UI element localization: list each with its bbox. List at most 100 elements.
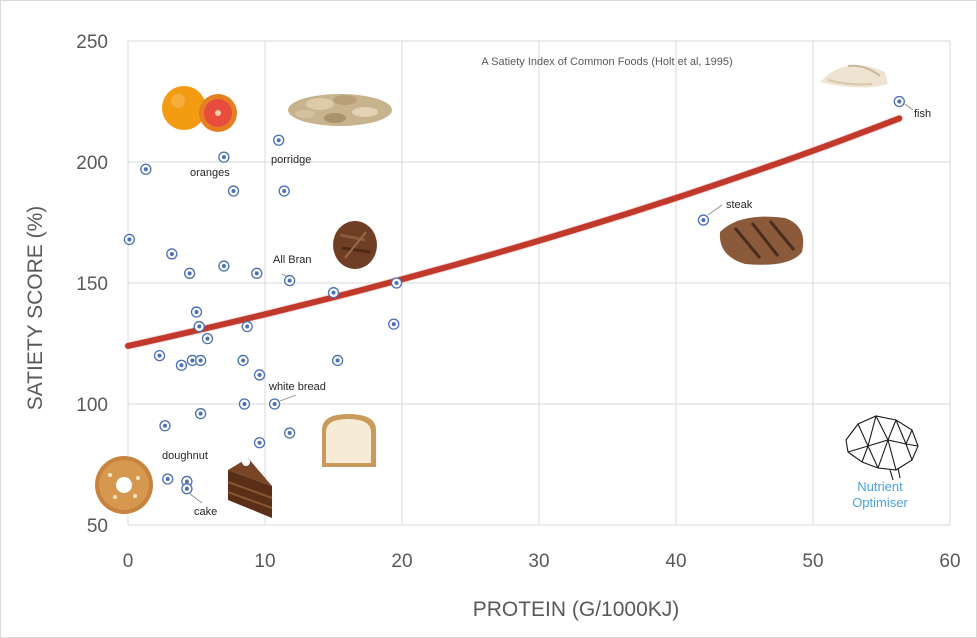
y-axis-title: SATIETY SCORE (%): [24, 206, 47, 411]
data-point: [175, 359, 188, 371]
all-bran-label: All Bran: [273, 254, 312, 266]
data-points: [123, 95, 905, 495]
axis-ticks: 0 10 20 30 40 50 60 50 100 150 200 250: [76, 32, 960, 572]
data-point: [268, 398, 281, 410]
data-point-inner: [169, 251, 174, 256]
data-point-inner: [272, 402, 277, 406]
data-point-inner: [197, 324, 202, 329]
data-point: [893, 95, 905, 108]
data-point: [218, 260, 230, 272]
data-point-inner: [184, 479, 189, 484]
data-point: [140, 163, 152, 175]
trendline-path: [125, 115, 903, 349]
data-point-inner: [221, 264, 226, 269]
data-point-inner: [184, 486, 189, 491]
data-point-inner: [221, 155, 226, 160]
data-point: [253, 437, 266, 449]
data-point: [159, 420, 171, 432]
data-point-inner: [190, 358, 195, 363]
steak-image: [719, 216, 804, 265]
data-point-inner: [276, 138, 281, 143]
bran-image: [333, 221, 377, 269]
data-point: [241, 320, 253, 333]
data-point: [278, 185, 290, 197]
data-point: [284, 427, 296, 439]
white-bread-label: white bread: [268, 381, 326, 393]
data-point: [181, 483, 193, 495]
brand-line-1: Nutrient: [857, 479, 903, 494]
data-point-inner: [394, 281, 399, 285]
data-point-inner: [897, 99, 902, 104]
data-point: [237, 354, 249, 367]
data-point: [218, 151, 230, 163]
data-point: [201, 333, 214, 345]
data-point: [166, 248, 178, 260]
data-point-inner: [287, 431, 292, 436]
food-images: [95, 64, 888, 518]
data-point: [238, 398, 251, 410]
data-point-inner: [187, 271, 192, 276]
data-point: [390, 277, 403, 289]
chart-title: A Satiety Index of Common Foods (Holt et…: [481, 56, 732, 68]
data-point-inner: [231, 189, 236, 194]
data-point-inner: [701, 218, 706, 223]
data-point-inner: [194, 310, 199, 315]
data-point-inner: [245, 324, 250, 329]
data-point-inner: [143, 167, 148, 172]
data-point: [227, 185, 240, 197]
doughnut-image: [95, 456, 153, 514]
y-tick-label: 250: [76, 32, 108, 53]
x-tick-label: 50: [802, 551, 823, 572]
x-axis-title: PROTEIN (G/1000KJ): [473, 598, 680, 621]
nutrient-optimiser-logo: Nutrient Optimiser: [845, 415, 919, 510]
brain-network-icon: [845, 415, 919, 481]
data-point: [273, 134, 285, 146]
data-point: [123, 233, 136, 246]
y-tick-label: 200: [76, 153, 108, 174]
data-point-inner: [165, 477, 170, 482]
data-point-inner: [205, 336, 210, 341]
porridge-image: [288, 94, 392, 126]
data-point: [697, 214, 710, 226]
y-tick-label: 150: [76, 274, 108, 295]
y-tick-label: 100: [76, 395, 108, 416]
data-point-inner: [241, 358, 246, 363]
data-point-inner: [257, 440, 262, 445]
data-point-inner: [242, 402, 247, 406]
data-point-inner: [198, 358, 203, 363]
data-point: [194, 408, 207, 420]
data-point: [327, 287, 340, 299]
x-tick-label: 20: [391, 551, 412, 572]
data-point: [331, 354, 344, 367]
data-point-inner: [282, 189, 287, 194]
data-point: [251, 267, 263, 279]
data-point: [284, 274, 296, 287]
steak-label: steak: [726, 199, 753, 211]
data-point: [193, 320, 205, 333]
data-point: [153, 349, 166, 362]
fish-image: [820, 64, 888, 88]
data-point: [194, 354, 207, 367]
grid-lines: [127, 40, 951, 526]
chocolate-cake-image: [227, 458, 273, 518]
data-point: [190, 306, 203, 318]
fish-label: fish: [914, 108, 931, 120]
data-point-inner: [331, 290, 336, 295]
oranges-label: oranges: [190, 167, 230, 179]
trendline: [124, 114, 904, 350]
x-tick-label: 40: [665, 551, 686, 572]
data-point-inner: [127, 237, 132, 242]
data-point: [183, 267, 196, 279]
x-tick-label: 0: [123, 551, 134, 572]
data-point-inner: [335, 358, 340, 363]
data-point-inner: [179, 363, 184, 368]
data-point: [162, 473, 174, 485]
data-point-inner: [257, 372, 262, 377]
white-bread-image: [322, 414, 376, 467]
data-point-inner: [157, 353, 162, 358]
x-tick-label: 10: [254, 551, 275, 572]
data-point: [253, 369, 266, 381]
data-point-inner: [254, 271, 259, 276]
y-tick-label: 50: [87, 516, 108, 537]
